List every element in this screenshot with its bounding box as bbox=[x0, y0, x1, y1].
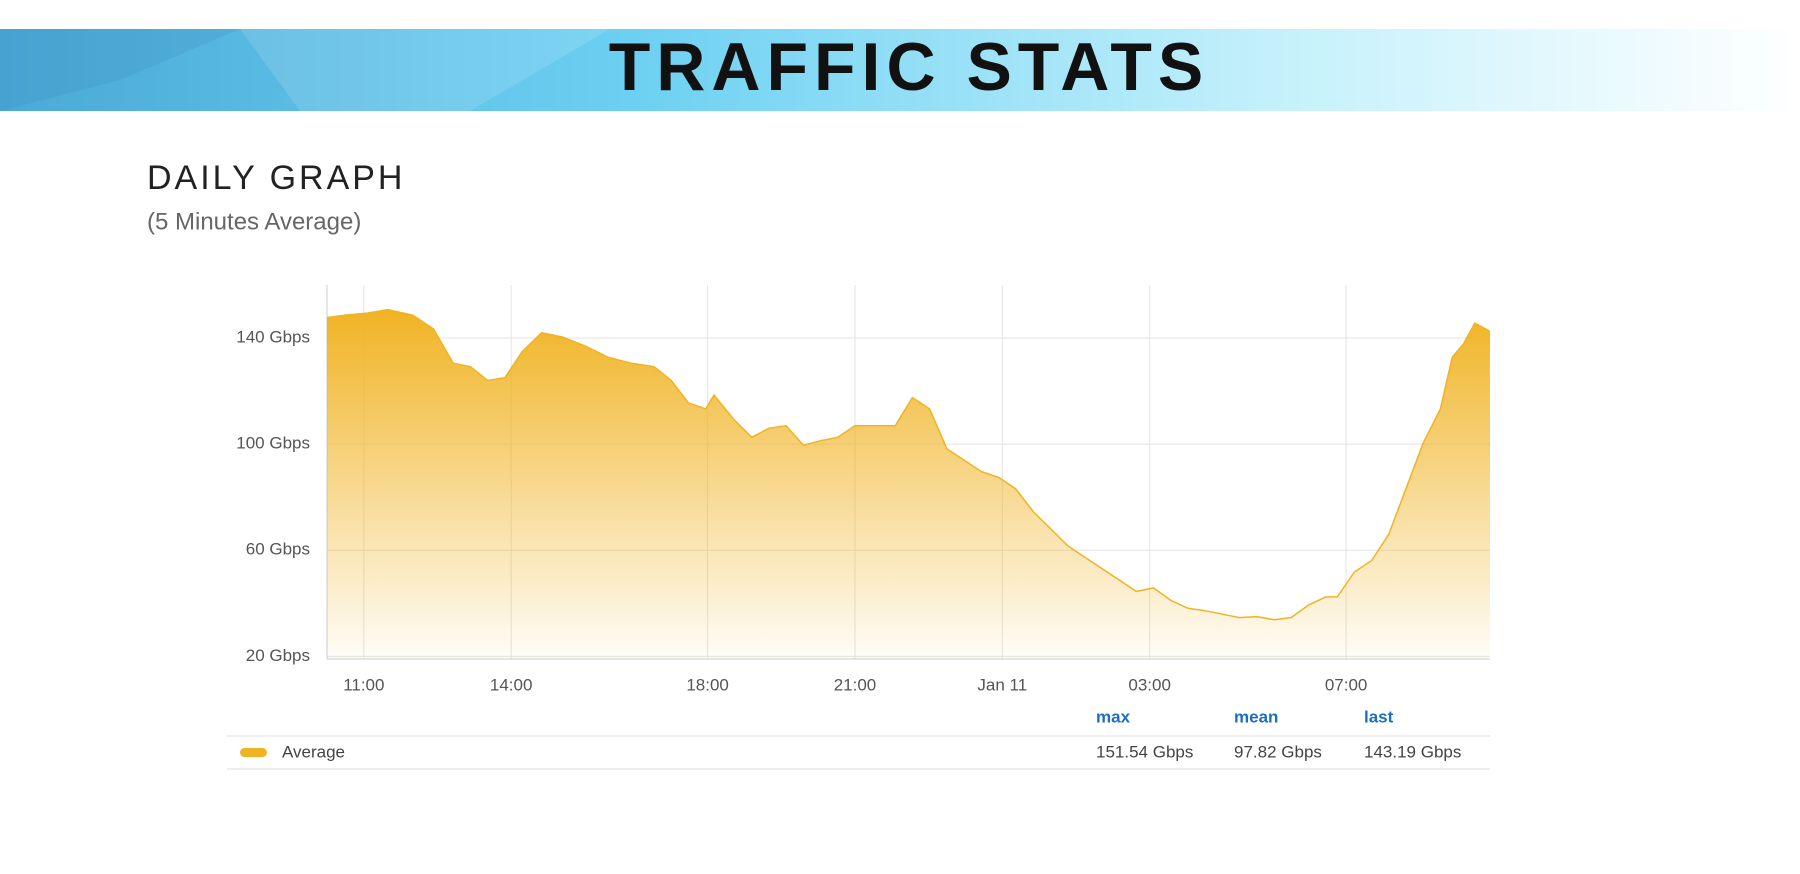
y-tick-label: 140 Gbps bbox=[236, 328, 310, 347]
x-tick-label: 18:00 bbox=[686, 675, 729, 694]
legend-value: 143.19 Gbps bbox=[1364, 742, 1461, 761]
legend-swatch bbox=[240, 748, 267, 757]
x-tick-label: 11:00 bbox=[343, 675, 384, 694]
page-title: TRAFFIC STATS bbox=[609, 29, 1210, 105]
banner-shape bbox=[0, 29, 240, 111]
plot: 20 Gbps 60 Gbps 100 Gbps 140 Gbps 11:00 14:00… bbox=[236, 285, 1491, 694]
x-tick-label: 03:00 bbox=[1128, 675, 1171, 694]
x-tick-label: 14:00 bbox=[490, 675, 533, 694]
x-tick-label: Jan 11 bbox=[977, 675, 1027, 694]
banner bbox=[0, 29, 1800, 111]
banner-shape bbox=[240, 29, 610, 111]
area-fill bbox=[327, 309, 1490, 659]
section-subtitle: (5 Minutes Average) bbox=[147, 208, 361, 235]
legend-value: 151.54 Gbps bbox=[1096, 742, 1193, 761]
section-title: DAILY GRAPH bbox=[147, 159, 405, 197]
y-tick-label: 100 Gbps bbox=[236, 434, 310, 453]
series-line bbox=[326, 308, 1491, 621]
legend-header: last bbox=[1364, 707, 1394, 726]
legend-header: max bbox=[1096, 707, 1131, 726]
legend-label: Average bbox=[282, 742, 345, 761]
x-tick-label: 07:00 bbox=[1325, 675, 1368, 694]
y-tick-label: 20 Gbps bbox=[246, 646, 310, 665]
legend-header: mean bbox=[1234, 707, 1278, 726]
x-tick-label: 21:00 bbox=[834, 675, 877, 694]
y-tick-label: 60 Gbps bbox=[246, 540, 310, 559]
legend-value: 97.82 Gbps bbox=[1234, 742, 1322, 761]
